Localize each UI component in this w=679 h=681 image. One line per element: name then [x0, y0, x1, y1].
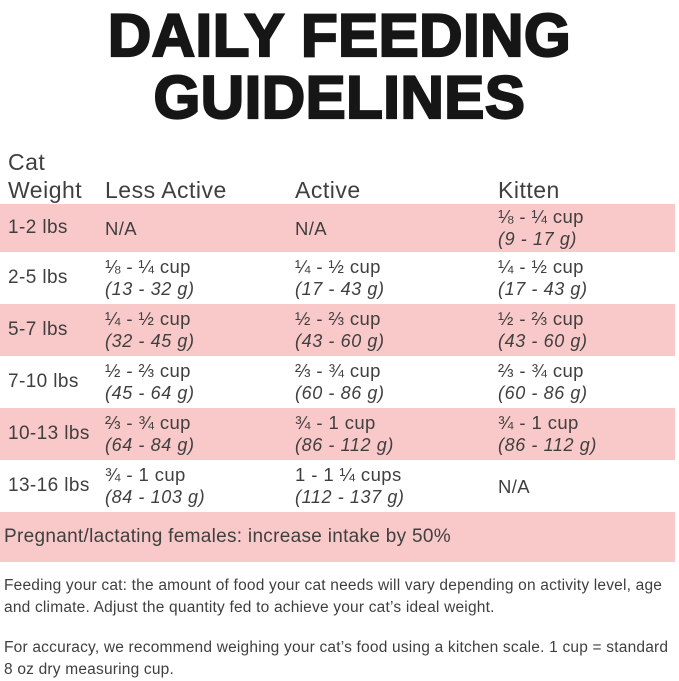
grams-amount: (32 - 45 g) — [105, 331, 195, 351]
weight-cell: 2-5 lbs — [8, 267, 68, 288]
active-cell: ½ - ⅔ cup (43 - 60 g) — [295, 307, 498, 353]
cups-amount: ¾ - 1 cup — [498, 412, 579, 433]
cups-amount: ⅛ - ¼ cup — [498, 206, 584, 227]
page-title: DAILY FEEDING GUIDELINES — [0, 0, 679, 129]
grams-amount: (45 - 64 g) — [105, 383, 195, 403]
cups-amount: ⅔ - ¾ cup — [498, 360, 584, 381]
less-active-cell: N/A — [105, 217, 295, 240]
grams-amount: (64 - 84 g) — [105, 435, 195, 455]
cups-amount: ¼ - ½ cup — [295, 256, 381, 277]
page-header: DAILY FEEDING GUIDELINES — [0, 0, 679, 129]
cups-amount: 1 - 1 ¼ cups — [295, 464, 402, 485]
grams-amount: (9 - 17 g) — [498, 229, 578, 249]
cups-amount: ½ - ⅔ cup — [105, 360, 191, 381]
kitten-cell: ½ - ⅔ cup (43 - 60 g) — [498, 307, 675, 353]
page-title-line1: DAILY FEEDING — [107, 2, 572, 69]
cups-amount: ⅔ - ¾ cup — [295, 360, 381, 381]
pregnant-lactating-note: Pregnant/lactating females: increase int… — [0, 512, 675, 562]
accuracy-note: For accuracy, we recommend weighing your… — [4, 639, 669, 678]
grams-amount: (13 - 32 g) — [105, 279, 195, 299]
table-row: 1-2 lbs N/A N/A ⅛ - ¼ cup (9 - 17 g) — [0, 204, 675, 252]
active-cell: ⅔ - ¾ cup (60 - 86 g) — [295, 359, 498, 405]
grams-amount: (86 - 112 g) — [295, 435, 394, 455]
kitten-cell: ⅛ - ¼ cup (9 - 17 g) — [498, 205, 675, 251]
weight-cell: 7-10 lbs — [8, 371, 79, 392]
less-active-cell: ¾ - 1 cup (84 - 103 g) — [105, 463, 295, 509]
active-cell: N/A — [295, 217, 498, 240]
weight-cell: 5-7 lbs — [8, 319, 68, 340]
cups-amount: ½ - ⅔ cup — [498, 308, 584, 329]
active-cell: 1 - 1 ¼ cups (112 - 137 g) — [295, 463, 498, 509]
cups-amount: N/A — [105, 217, 138, 239]
grams-amount: (112 - 137 g) — [295, 487, 405, 507]
weight-cell: 13-16 lbs — [8, 475, 90, 496]
feeding-table: Cat Weight Less Active Active Kitten 1-2… — [0, 148, 679, 562]
grams-amount: (17 - 43 g) — [295, 279, 385, 299]
less-active-cell: ⅔ - ¾ cup (64 - 84 g) — [105, 411, 295, 457]
kitten-cell: N/A — [498, 475, 675, 498]
cups-amount: N/A — [498, 475, 531, 497]
less-active-cell: ⅛ - ¼ cup (13 - 32 g) — [105, 255, 295, 301]
less-active-cell: ¼ - ½ cup (32 - 45 g) — [105, 307, 295, 353]
grams-amount: (60 - 86 g) — [295, 383, 385, 403]
cups-amount: N/A — [295, 217, 328, 239]
grams-amount: (17 - 43 g) — [498, 279, 588, 299]
grams-amount: (84 - 103 g) — [105, 487, 206, 507]
column-header-kitten: Kitten — [498, 177, 560, 203]
column-header-active: Active — [295, 177, 361, 203]
grams-amount: (60 - 86 g) — [498, 383, 588, 403]
cups-amount: ¼ - ½ cup — [498, 256, 584, 277]
feeding-note: Feeding your cat: the amount of food you… — [4, 577, 663, 616]
table-row: 10-13 lbs ⅔ - ¾ cup (64 - 84 g) ¾ - 1 cu… — [0, 408, 675, 460]
grams-amount: (43 - 60 g) — [498, 331, 588, 351]
cups-amount: ¾ - 1 cup — [295, 412, 376, 433]
page-title-line2: GUIDELINES — [153, 64, 526, 131]
cups-amount: ⅔ - ¾ cup — [105, 412, 191, 433]
weight-cell: 1-2 lbs — [8, 217, 68, 238]
cups-amount: ¾ - 1 cup — [105, 464, 186, 485]
cups-amount: ½ - ⅔ cup — [295, 308, 381, 329]
table-row: 13-16 lbs ¾ - 1 cup (84 - 103 g) 1 - 1 ¼… — [0, 460, 675, 512]
grams-amount: (43 - 60 g) — [295, 331, 385, 351]
table-row: 2-5 lbs ⅛ - ¼ cup (13 - 32 g) ¼ - ½ cup … — [0, 252, 675, 304]
kitten-cell: ¾ - 1 cup (86 - 112 g) — [498, 411, 675, 457]
column-header-cat-weight: Cat Weight — [8, 149, 83, 203]
table-row: 7-10 lbs ½ - ⅔ cup (45 - 64 g) ⅔ - ¾ cup… — [0, 356, 675, 408]
active-cell: ¾ - 1 cup (86 - 112 g) — [295, 411, 498, 457]
footnotes: Feeding your cat: the amount of food you… — [0, 575, 679, 681]
table-row: 5-7 lbs ¼ - ½ cup (32 - 45 g) ½ - ⅔ cup … — [0, 304, 675, 356]
active-cell: ¼ - ½ cup (17 - 43 g) — [295, 255, 498, 301]
kitten-cell: ¼ - ½ cup (17 - 43 g) — [498, 255, 675, 301]
cups-amount: ⅛ - ¼ cup — [105, 256, 191, 277]
less-active-cell: ½ - ⅔ cup (45 - 64 g) — [105, 359, 295, 405]
kitten-cell: ⅔ - ¾ cup (60 - 86 g) — [498, 359, 675, 405]
cups-amount: ¼ - ½ cup — [105, 308, 191, 329]
weight-cell: 10-13 lbs — [8, 423, 90, 444]
column-header-less-active: Less Active — [105, 177, 227, 203]
grams-amount: (86 - 112 g) — [498, 435, 597, 455]
table-header-row: Cat Weight Less Active Active Kitten — [0, 148, 679, 204]
